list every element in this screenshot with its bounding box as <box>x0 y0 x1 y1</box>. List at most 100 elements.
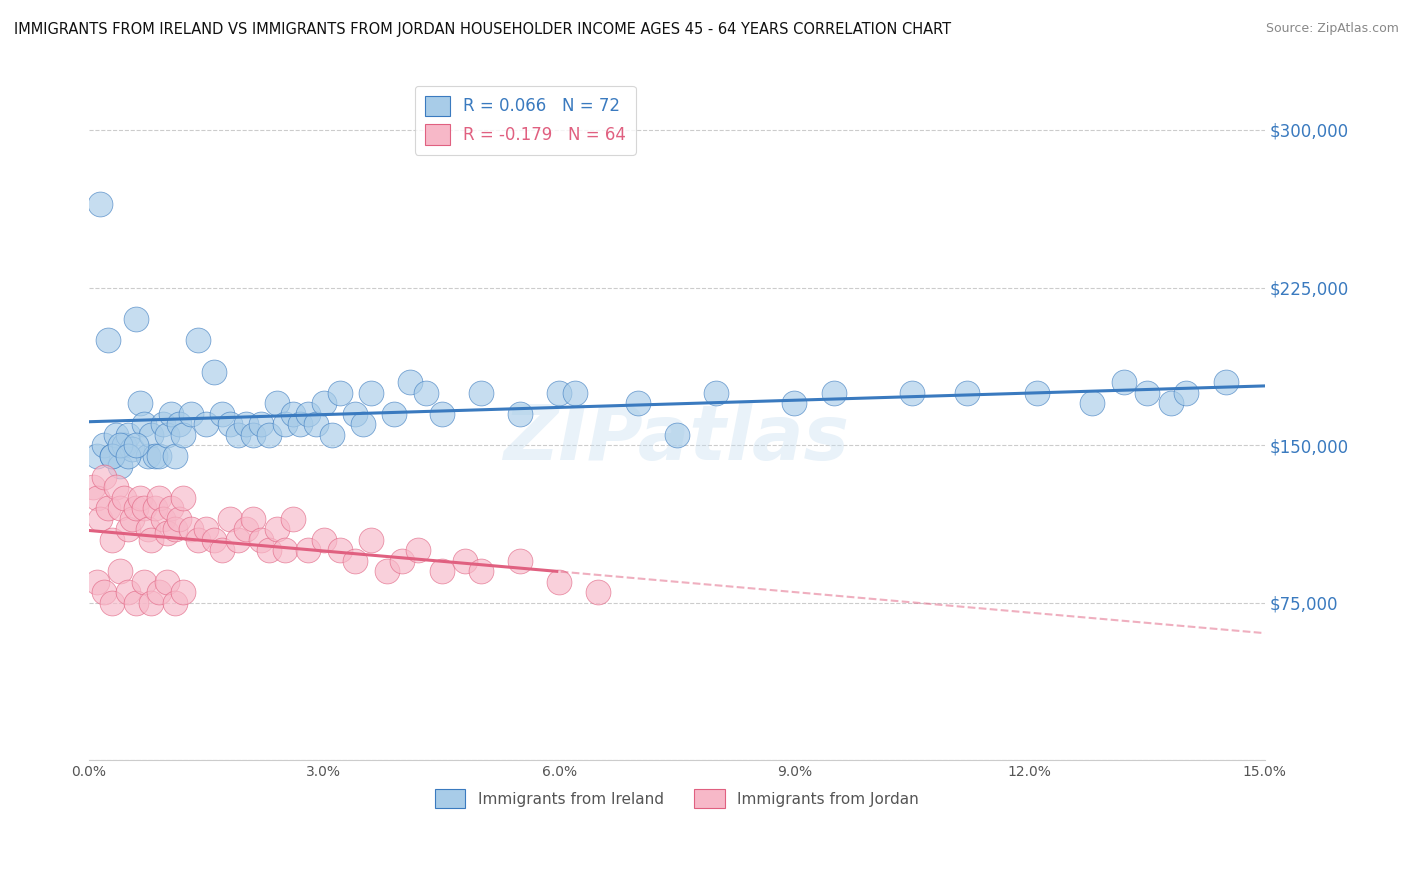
Text: ZIPatlas: ZIPatlas <box>503 402 849 476</box>
Point <box>132 574 155 589</box>
Point <box>172 427 194 442</box>
Point <box>406 543 429 558</box>
Point <box>305 417 328 432</box>
Point <box>1215 375 1237 389</box>
Point <box>290 417 312 432</box>
Point <box>391 554 413 568</box>
Text: IMMIGRANTS FROM IRELAND VS IMMIGRANTS FROM JORDAN HOUSEHOLDER INCOME AGES 45 - 6: IMMIGRANTS FROM IRELAND VS IMMIGRANTS FR… <box>14 22 952 37</box>
Point <box>430 407 453 421</box>
Legend: Immigrants from Ireland, Immigrants from Jordan: Immigrants from Ireland, Immigrants from… <box>429 783 925 814</box>
Point <box>86 574 108 589</box>
Point <box>152 512 174 526</box>
Point <box>783 396 806 410</box>
Point <box>281 512 304 526</box>
Point <box>202 365 225 379</box>
Point <box>454 554 477 568</box>
Point <box>187 333 209 347</box>
Point <box>132 501 155 516</box>
Point <box>108 459 131 474</box>
Point <box>105 427 128 442</box>
Point <box>548 574 571 589</box>
Point <box>956 385 979 400</box>
Point <box>125 501 148 516</box>
Point <box>1160 396 1182 410</box>
Point <box>112 438 135 452</box>
Point <box>235 522 257 536</box>
Point <box>509 554 531 568</box>
Point <box>156 526 179 541</box>
Point <box>564 385 586 400</box>
Point <box>665 427 688 442</box>
Point <box>125 438 148 452</box>
Point <box>172 585 194 599</box>
Point <box>312 533 335 547</box>
Point <box>117 585 139 599</box>
Point <box>1026 385 1049 400</box>
Point <box>121 442 143 457</box>
Point <box>101 596 124 610</box>
Point <box>823 385 845 400</box>
Point <box>415 385 437 400</box>
Point <box>156 574 179 589</box>
Point <box>218 417 240 432</box>
Point <box>108 501 131 516</box>
Point <box>470 385 492 400</box>
Point <box>352 417 374 432</box>
Point <box>141 427 163 442</box>
Point <box>360 385 382 400</box>
Point <box>266 522 288 536</box>
Point <box>117 427 139 442</box>
Point <box>167 417 190 432</box>
Point <box>93 469 115 483</box>
Point <box>108 564 131 578</box>
Point <box>97 501 120 516</box>
Point <box>148 585 170 599</box>
Point <box>321 427 343 442</box>
Point <box>121 512 143 526</box>
Point <box>202 533 225 547</box>
Point <box>257 427 280 442</box>
Point <box>93 585 115 599</box>
Point <box>108 438 131 452</box>
Point <box>117 522 139 536</box>
Point <box>1081 396 1104 410</box>
Point <box>82 480 104 494</box>
Point <box>156 427 179 442</box>
Point <box>163 522 186 536</box>
Point <box>1112 375 1135 389</box>
Point <box>86 491 108 505</box>
Point <box>344 407 367 421</box>
Point <box>509 407 531 421</box>
Point <box>128 396 150 410</box>
Point <box>141 533 163 547</box>
Point <box>242 512 264 526</box>
Point <box>274 543 297 558</box>
Point <box>375 564 398 578</box>
Point <box>195 522 218 536</box>
Point <box>297 407 319 421</box>
Point <box>344 554 367 568</box>
Point <box>160 501 183 516</box>
Point <box>384 407 406 421</box>
Point <box>704 385 727 400</box>
Point <box>148 491 170 505</box>
Point <box>281 407 304 421</box>
Point <box>97 333 120 347</box>
Point <box>141 596 163 610</box>
Point <box>430 564 453 578</box>
Point <box>180 522 202 536</box>
Point <box>89 196 111 211</box>
Point <box>117 449 139 463</box>
Point <box>101 449 124 463</box>
Point <box>163 449 186 463</box>
Point <box>86 449 108 463</box>
Point <box>297 543 319 558</box>
Point <box>136 449 159 463</box>
Point <box>218 512 240 526</box>
Point <box>1136 385 1159 400</box>
Point <box>329 543 352 558</box>
Point <box>128 491 150 505</box>
Point <box>187 533 209 547</box>
Point <box>132 417 155 432</box>
Point <box>101 449 124 463</box>
